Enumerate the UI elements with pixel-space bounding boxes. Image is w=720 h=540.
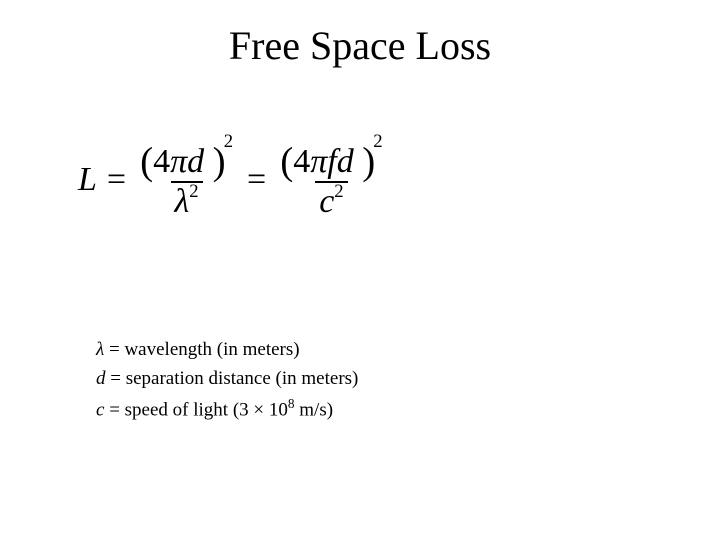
eq-equals-2: = [247, 161, 266, 199]
eq-frac2-exp: 2 [373, 131, 382, 152]
eq-frac1-4: 4 [153, 143, 170, 180]
def-c-text-post: m/s) [295, 399, 334, 420]
def-c: c = speed of light (3 × 108 m/s) [96, 394, 358, 425]
equation-block: L = (4πd )2 λ2 = (4πfd )2 c2 [78, 140, 387, 219]
eq-frac2-den-exp: 2 [334, 181, 343, 202]
eq-frac1-numerator: (4πd )2 [136, 140, 237, 181]
def-lambda-text: = wavelength (in meters) [104, 339, 299, 360]
eq-frac1-exp: 2 [224, 131, 233, 152]
eq-frac2-paren-open: ( [280, 140, 293, 183]
def-d-symbol: d [96, 368, 106, 389]
eq-symbol-L: L [78, 161, 97, 199]
eq-frac1-pi: π [170, 143, 187, 180]
eq-frac2-c: c [319, 183, 334, 220]
def-d: d = separation distance (in meters) [96, 364, 358, 393]
eq-frac2-f: f [327, 143, 336, 180]
eq-fraction-2: (4πfd )2 c2 [276, 140, 386, 219]
def-lambda: λ = wavelength (in meters) [96, 335, 358, 364]
slide: Free Space Loss L = (4πd )2 λ2 = (4πfd )… [0, 0, 720, 540]
eq-frac1-d: d [187, 143, 204, 180]
def-lambda-symbol: λ [96, 339, 104, 360]
eq-equals-1: = [107, 161, 126, 199]
eq-frac1-lambda: λ [175, 183, 190, 220]
equation-row: L = (4πd )2 λ2 = (4πfd )2 c2 [78, 140, 387, 219]
eq-frac1-denominator: λ2 [171, 181, 203, 219]
eq-frac2-numerator: (4πfd )2 [276, 140, 386, 181]
eq-frac2-d: d [337, 143, 354, 180]
definitions-block: λ = wavelength (in meters) d = separatio… [96, 335, 358, 425]
slide-title: Free Space Loss [0, 22, 720, 69]
eq-frac2-4: 4 [293, 143, 310, 180]
eq-frac2-pi: π [310, 143, 327, 180]
eq-frac1-den-exp: 2 [189, 181, 198, 202]
def-c-exp: 8 [288, 396, 295, 411]
def-c-text-pre: = speed of light (3 × 10 [104, 399, 287, 420]
eq-fraction-1: (4πd )2 λ2 [136, 140, 237, 219]
eq-frac1-paren-open: ( [140, 140, 153, 183]
eq-frac2-denominator: c2 [315, 181, 347, 219]
def-d-text: = separation distance (in meters) [106, 368, 359, 389]
